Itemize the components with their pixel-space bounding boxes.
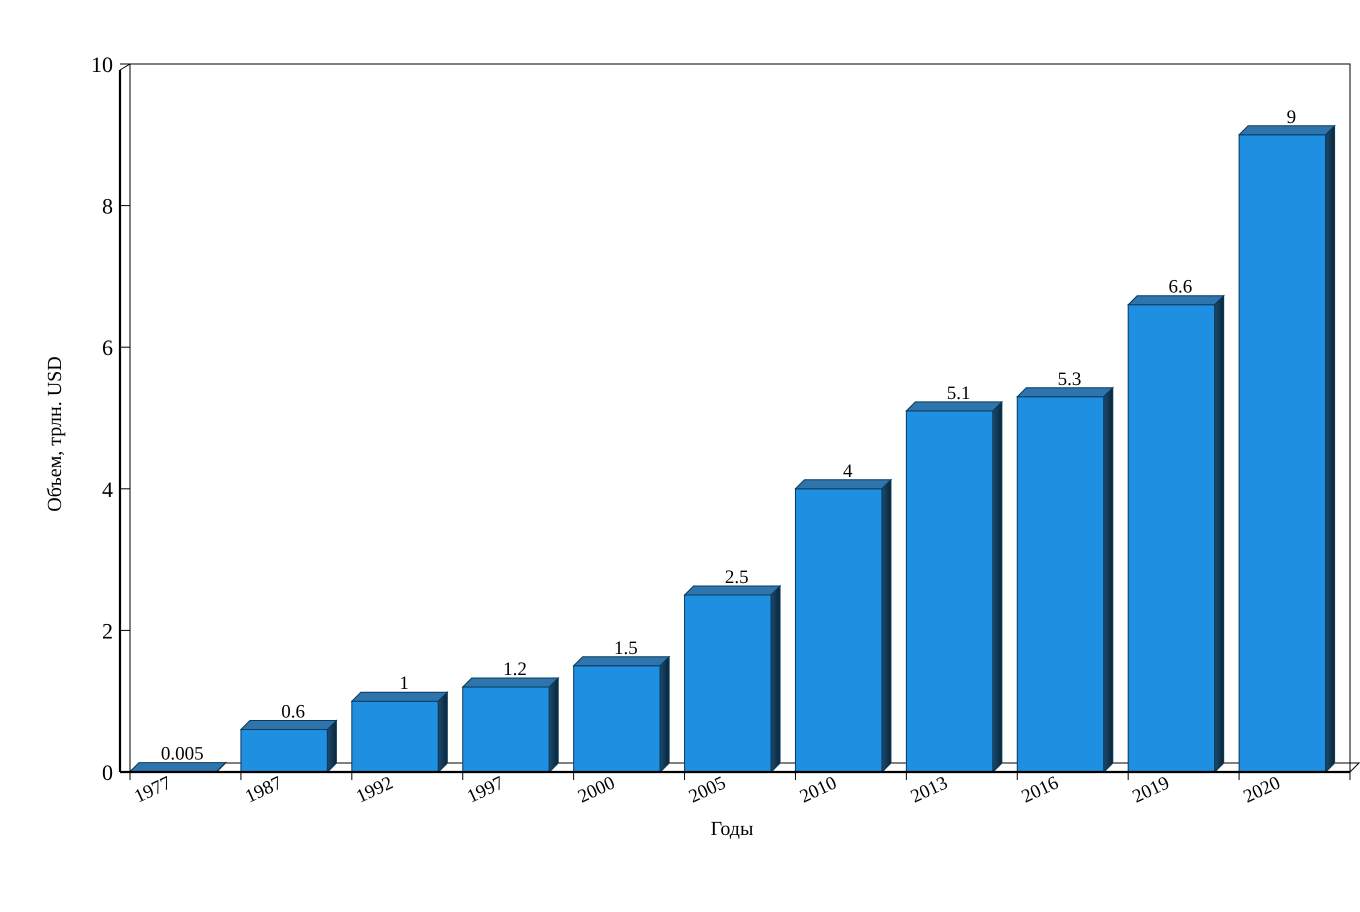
svg-text:0.6: 0.6 [281, 702, 305, 723]
svg-text:6.6: 6.6 [1169, 277, 1193, 298]
svg-text:2: 2 [102, 618, 113, 643]
svg-text:5.3: 5.3 [1058, 369, 1082, 390]
svg-text:Объем, трлн. USD: Объем, трлн. USD [44, 356, 66, 511]
svg-text:2.5: 2.5 [725, 567, 749, 588]
svg-text:1.5: 1.5 [614, 638, 638, 659]
svg-text:4: 4 [843, 461, 853, 482]
svg-text:0: 0 [102, 760, 113, 785]
svg-text:0.005: 0.005 [161, 744, 204, 765]
svg-text:10: 10 [91, 52, 113, 77]
svg-text:Годы: Годы [711, 818, 754, 840]
svg-text:8: 8 [102, 194, 113, 219]
svg-text:4: 4 [102, 477, 113, 502]
svg-text:1.2: 1.2 [503, 659, 527, 680]
svg-text:5.1: 5.1 [947, 383, 971, 404]
svg-text:1: 1 [399, 673, 409, 694]
svg-text:6: 6 [102, 335, 113, 360]
svg-text:9: 9 [1287, 107, 1297, 128]
